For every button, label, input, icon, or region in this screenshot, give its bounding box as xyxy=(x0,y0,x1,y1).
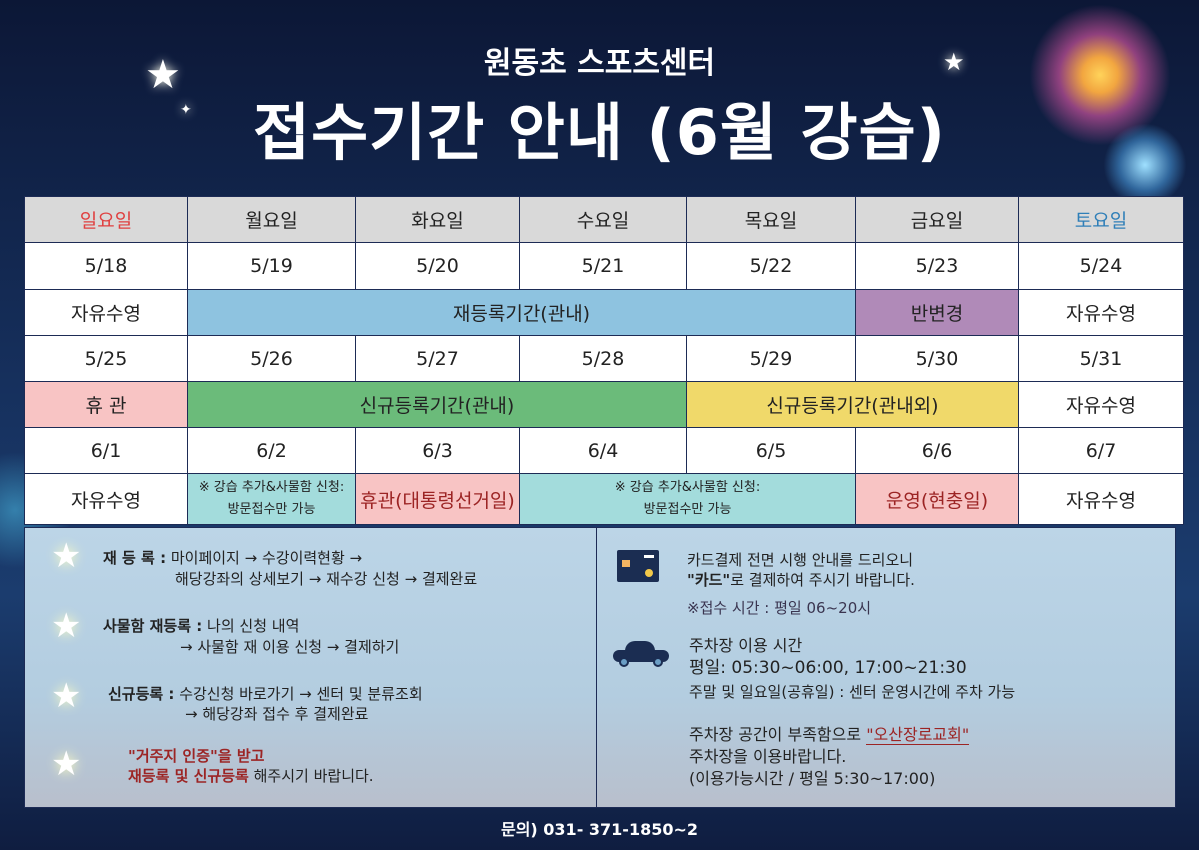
event-re-registration: 재등록기간(관내) xyxy=(188,290,855,335)
event-new-registration-local: 신규등록기간(관내) xyxy=(188,382,686,427)
credit-card-icon xyxy=(617,550,659,582)
center-name: 원동초 스포츠센터 xyxy=(483,46,716,81)
residence-notice-rest: 해주시기 바랍니다. xyxy=(248,767,374,785)
card-notice: "카드" xyxy=(687,571,731,589)
date-cell: 6/2 xyxy=(188,428,355,473)
event-new-registration-all: 신규등록기간(관내외) xyxy=(687,382,1018,427)
note-line: 방문접수만 가능 xyxy=(643,502,732,517)
locker-step: 나의 신청 내역 xyxy=(207,617,300,635)
date-cell: 5/20 xyxy=(356,243,519,289)
event-free-swim: 자유수영 xyxy=(25,290,187,335)
car-icon xyxy=(613,641,669,667)
date-cell: 5/18 xyxy=(25,243,187,289)
new-registration-step: → 해당강좌 접수 후 결제완료 xyxy=(185,705,369,723)
star-icon: ★ xyxy=(51,744,82,784)
reception-hours: ※접수 시간 : 평일 06~20시 xyxy=(687,599,872,617)
re-registration-step: 마이페이지 → 수강이력현황 → xyxy=(170,549,363,567)
date-cell: 5/19 xyxy=(188,243,355,289)
weekday-monday: 월요일 xyxy=(188,197,355,242)
residence-notice: 재등록 및 신규등록 xyxy=(128,767,249,785)
event-closed: 휴 관 xyxy=(25,382,187,427)
date-cell: 6/5 xyxy=(687,428,855,473)
event-memorial-day-open: 운영(현충일) xyxy=(856,474,1018,524)
weekday-tuesday: 화요일 xyxy=(356,197,519,242)
date-cell: 5/31 xyxy=(1019,336,1183,381)
note-line: ※ 강습 추가&사물함 신청: xyxy=(614,480,761,495)
event-election-closed: 휴관(대통령선거일) xyxy=(356,474,519,524)
page-title: 접수기간 안내 (6월 강습) xyxy=(253,96,946,169)
card-notice: 로 결제하여 주시기 바랍니다. xyxy=(730,571,915,589)
weekday-friday: 금요일 xyxy=(856,197,1018,242)
date-cell: 5/25 xyxy=(25,336,187,381)
event-free-swim: 자유수영 xyxy=(1019,290,1183,335)
date-cell: 6/7 xyxy=(1019,428,1183,473)
divider xyxy=(596,528,597,807)
locker-step: → 사물함 재 이용 신청 → 결제하기 xyxy=(180,638,400,656)
weekday-thursday: 목요일 xyxy=(687,197,855,242)
event-class-change: 반변경 xyxy=(856,290,1018,335)
star-icon: ★ xyxy=(145,52,181,98)
event-walk-in-only: ※ 강습 추가&사물함 신청: 방문접수만 가능 xyxy=(188,474,355,524)
note-line: ※ 강습 추가&사물함 신청: xyxy=(198,480,345,495)
parking-weekend-hours: 주말 및 일요일(공휴일) : 센터 운영시간에 주차 가능 xyxy=(689,683,1016,701)
date-cell: 6/1 xyxy=(25,428,187,473)
date-cell: 6/4 xyxy=(520,428,686,473)
re-registration-label: 재 등 록 : xyxy=(103,549,167,567)
church-name: "오산장로교회" xyxy=(866,725,970,745)
date-cell: 5/30 xyxy=(856,336,1018,381)
date-cell: 5/29 xyxy=(687,336,855,381)
card-notice: 카드결제 전면 시행 안내를 드리오니 xyxy=(687,551,914,569)
date-cell: 5/27 xyxy=(356,336,519,381)
note-line: 방문접수만 가능 xyxy=(227,502,316,517)
date-cell: 6/6 xyxy=(856,428,1018,473)
locker-label: 사물함 재등록 : xyxy=(103,617,203,635)
contact-phone: 문의) 031- 371-1850~2 xyxy=(500,820,699,839)
date-cell: 5/22 xyxy=(687,243,855,289)
date-cell: 5/23 xyxy=(856,243,1018,289)
schedule-calendar: 일요일 월요일 화요일 수요일 목요일 금요일 토요일 5/18 5/19 5/… xyxy=(24,196,1184,525)
star-icon: ★ xyxy=(51,676,82,716)
alt-parking-hours: (이용가능시간 / 평일 5:30~17:00) xyxy=(689,769,936,788)
weekday-sunday: 일요일 xyxy=(25,197,187,242)
firework-decoration xyxy=(1100,120,1190,210)
alt-parking-notice: 주차장 공간이 부족함으로 xyxy=(689,725,867,744)
alt-parking-notice: 주차장을 이용바랍니다. xyxy=(689,747,847,766)
event-free-swim: 자유수영 xyxy=(25,474,187,524)
re-registration-step: 해당강좌의 상세보기 → 재수강 신청 → 결제완료 xyxy=(175,570,478,588)
parking-title: 주차장 이용 시간 xyxy=(689,636,803,655)
weekday-saturday: 토요일 xyxy=(1019,197,1183,242)
event-free-swim: 자유수영 xyxy=(1019,474,1183,524)
star-icon: ★ xyxy=(51,606,82,646)
new-registration-step: 수강신청 바로가기 → 센터 및 분류조회 xyxy=(179,685,423,703)
date-cell: 5/24 xyxy=(1019,243,1183,289)
date-cell: 5/28 xyxy=(520,336,686,381)
star-icon: ★ xyxy=(51,536,82,576)
event-free-swim: 자유수영 xyxy=(1019,382,1183,427)
residence-notice: "거주지 인증"을 받고 xyxy=(128,747,265,765)
weekday-wednesday: 수요일 xyxy=(520,197,686,242)
new-registration-label: 신규등록 : xyxy=(108,685,175,703)
date-cell: 5/26 xyxy=(188,336,355,381)
info-panel: ★ ★ ★ ★ 재 등 록 : 마이페이지 → 수강이력현황 → 해당강좌의 상… xyxy=(24,527,1176,808)
parking-weekday-hours: 평일: 05:30~06:00, 17:00~21:30 xyxy=(689,658,967,678)
date-cell: 6/3 xyxy=(356,428,519,473)
date-cell: 5/21 xyxy=(520,243,686,289)
event-walk-in-only: ※ 강습 추가&사물함 신청: 방문접수만 가능 xyxy=(520,474,855,524)
star-icon: ★ xyxy=(943,48,965,76)
star-icon: ✦ xyxy=(180,102,192,118)
